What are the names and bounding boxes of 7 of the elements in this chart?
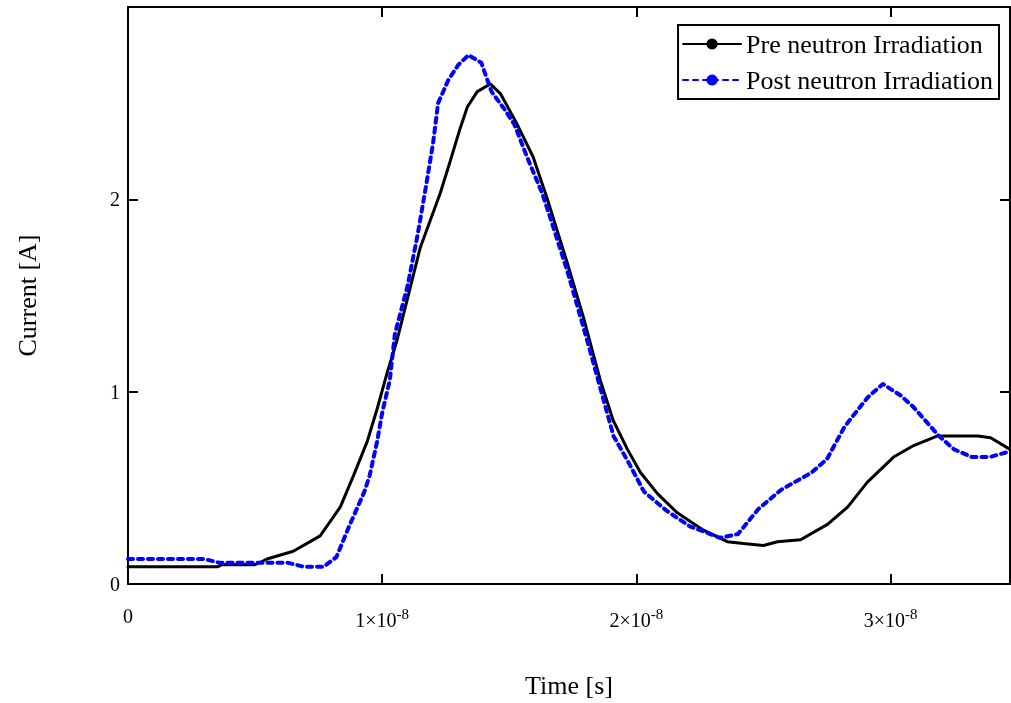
y-tick-label: 2 [110,188,120,211]
legend-label: Pre neutron Irradiation [746,29,983,59]
y-tick-label: 0 [110,573,120,595]
x-axis-title: Time [s] [525,670,613,700]
legend-label: Post neutron Irradiation [746,65,993,95]
y-axis-title: Current [A] [12,234,42,357]
y-tick-label: 1 [110,380,120,403]
